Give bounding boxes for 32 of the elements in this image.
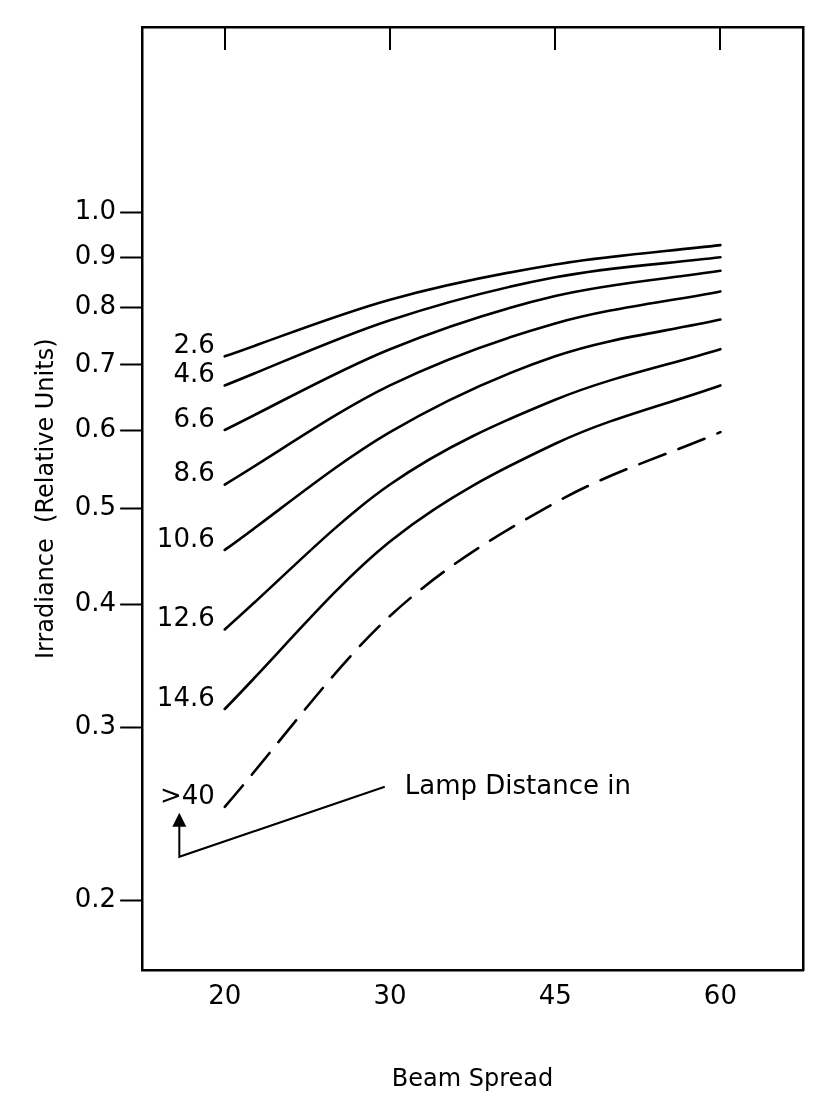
y-tick-label: 0.7: [74, 347, 117, 378]
legend-label: 4.6: [173, 358, 215, 389]
y-tick-label: 1.0: [74, 195, 117, 225]
y-tick-label: 0.2: [74, 883, 117, 914]
x-tick-label: 30: [373, 980, 407, 1011]
series-label: 10.6: [156, 522, 215, 553]
line-series: [223, 269, 722, 432]
line-series: [223, 243, 722, 358]
x-tick-label: 20: [208, 980, 242, 1011]
series-label: 2.6: [173, 329, 215, 360]
y-axis-title: Irradiance (Relative Units): [30, 338, 59, 660]
annotation: Lamp Distance in: [404, 769, 631, 800]
y-tick-label: 0.4: [74, 586, 117, 617]
line-series: [223, 256, 722, 387]
y-tick-label: 0.9: [74, 240, 117, 271]
y-tick-label: 0.6: [74, 413, 117, 444]
line-series: [223, 318, 722, 552]
legend-label: 6.6: [173, 402, 215, 433]
legend-label: 12.6: [156, 602, 215, 633]
line-series: [223, 290, 722, 486]
x-tick-label: 45: [538, 980, 572, 1011]
y-tick-label: 0.5: [74, 491, 117, 522]
series-label: >40: [159, 779, 215, 810]
x-tick-label: 60: [703, 980, 737, 1011]
line-series: [223, 384, 722, 711]
line-series: [223, 347, 722, 631]
series-label: 8.6: [173, 457, 215, 488]
x-axis-title: Beam Spread: [391, 1063, 554, 1092]
line-series: [223, 430, 722, 809]
y-tick-label: 0.8: [74, 290, 117, 321]
y-tick-label: 0.3: [74, 709, 117, 740]
series-label: 14.6: [156, 681, 215, 712]
